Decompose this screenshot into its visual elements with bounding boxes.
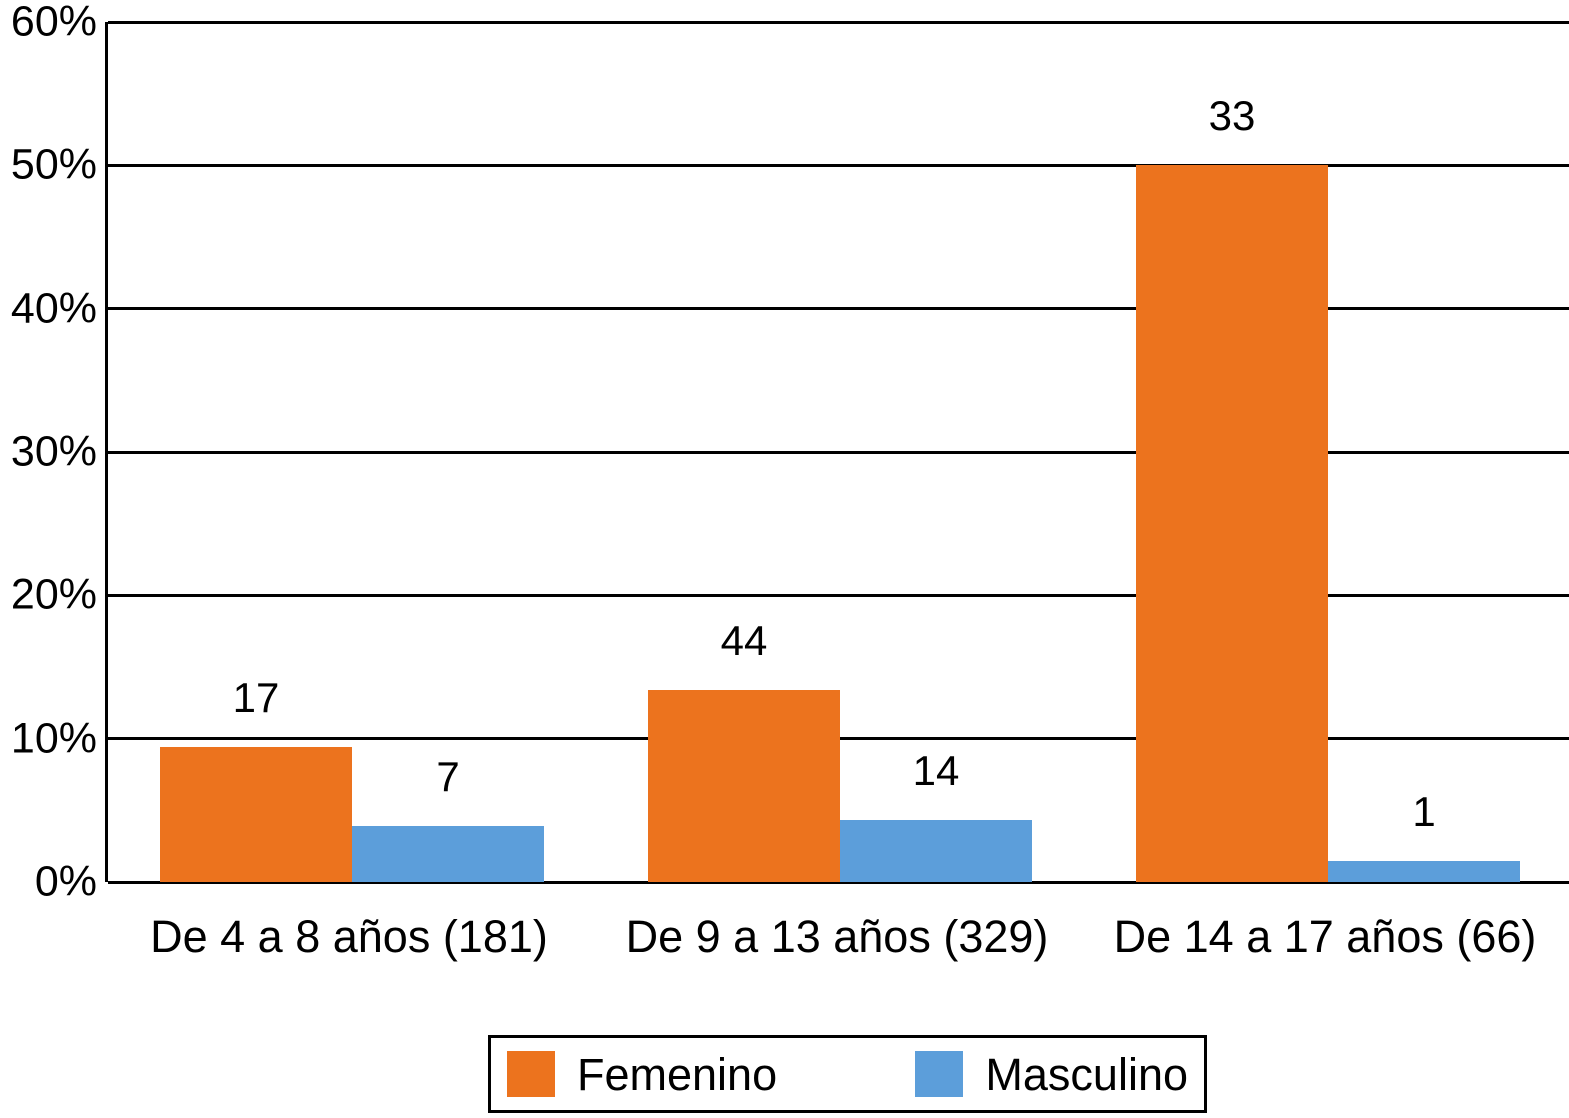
legend-item-femenino: Femenino bbox=[507, 1051, 777, 1097]
bar-value-label: 17 bbox=[232, 674, 280, 722]
y-tick-label: 50% bbox=[10, 140, 97, 189]
masculino-bar bbox=[1328, 860, 1520, 882]
category-label: De 9 a 13 años (329) bbox=[625, 911, 1049, 962]
y-tick-label: 0% bbox=[34, 857, 97, 906]
bar-value-label: 33 bbox=[1208, 92, 1256, 140]
y-tick-label: 20% bbox=[10, 570, 97, 619]
masculino-bar bbox=[352, 826, 544, 882]
legend: Femenino Masculino bbox=[488, 1035, 1207, 1113]
bar-value-label: 7 bbox=[436, 753, 460, 801]
bar-value-label: 14 bbox=[912, 747, 960, 795]
gridline-0 bbox=[108, 880, 1569, 884]
y-tick-label: 30% bbox=[10, 427, 97, 476]
bar-value-label: 1 bbox=[1412, 787, 1436, 835]
gridline-20 bbox=[108, 593, 1569, 597]
y-tick-label: 60% bbox=[10, 0, 97, 46]
legend-swatch-femenino-icon bbox=[507, 1051, 555, 1097]
femenino-bar bbox=[160, 747, 352, 882]
y-tick-label: 10% bbox=[10, 714, 97, 763]
gridline-40 bbox=[108, 307, 1569, 311]
femenino-bar bbox=[648, 689, 840, 882]
gridline-50 bbox=[108, 163, 1569, 167]
gridline-30 bbox=[108, 450, 1569, 454]
category-label: De 4 a 8 años (181) bbox=[150, 911, 548, 962]
gridline-60 bbox=[108, 20, 1569, 24]
legend-label: Femenino bbox=[577, 1048, 778, 1100]
category-label: De 14 a 17 años (66) bbox=[1113, 911, 1537, 962]
legend-item-masculino: Masculino bbox=[915, 1051, 1188, 1097]
legend-swatch-masculino-icon bbox=[915, 1051, 964, 1097]
bar-value-label: 44 bbox=[720, 616, 768, 664]
masculino-bar bbox=[840, 820, 1032, 882]
y-tick-label: 40% bbox=[10, 284, 97, 333]
plot-area: 17 7 44 14 33 1 bbox=[105, 20, 1569, 884]
femenino-bar bbox=[1136, 165, 1328, 882]
legend-label: Masculino bbox=[985, 1048, 1188, 1100]
